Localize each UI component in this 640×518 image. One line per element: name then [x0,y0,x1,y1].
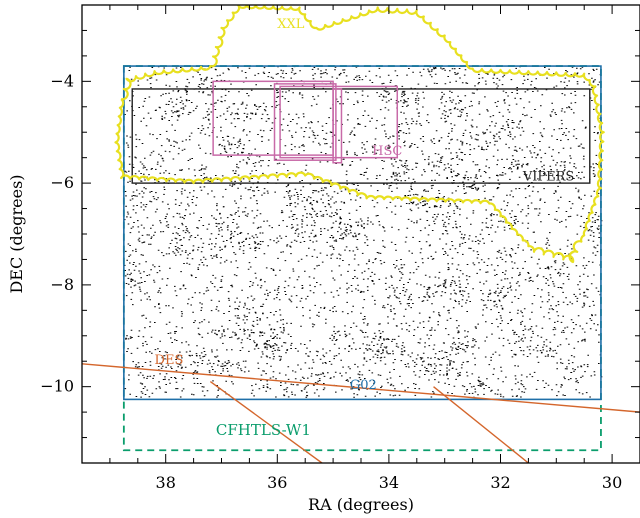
y-tick-label: −6 [50,173,74,192]
x-axis-label: RA (degrees) [308,495,414,514]
y-tick-label: −4 [50,71,74,90]
xxl-label: XXL [277,17,305,32]
galaxy-point-cloud [123,66,603,398]
hsc-field-outline [332,88,343,164]
des-boundary-line [82,363,640,413]
des-boundary-line [209,381,323,463]
des-label: DES [155,353,184,368]
survey-overlays: XXL G02 CFHTLS-W1 VIPERS HSC DES [82,5,640,463]
vipers-label: VIPERS [522,170,574,185]
des-boundary-line [433,386,529,463]
galaxy-points [123,66,603,398]
hsc-field-outline [279,85,399,159]
y-tick-label: −8 [50,275,74,294]
cfhtls-w1-label: CFHTLS-W1 [216,421,311,439]
x-tick-label: 30 [602,473,622,492]
x-tick-label: 38 [156,473,176,492]
y-tick-label: −10 [40,377,74,396]
vipers-footprint [131,88,591,184]
y-axis-label: DEC (degrees) [7,174,26,293]
x-tick-label: 32 [490,473,510,492]
g02-footprint [123,65,602,401]
x-tick-label: 34 [379,473,399,492]
x-tick-label: 36 [267,473,287,492]
g02-label: G02 [350,378,377,393]
hsc-field-outline [273,83,337,161]
hsc-label: HSC [372,144,402,159]
xxl-footprint [114,5,605,264]
axis-ticks: 38 36 34 32 30 −4 −6 −8 −10 [40,5,640,492]
